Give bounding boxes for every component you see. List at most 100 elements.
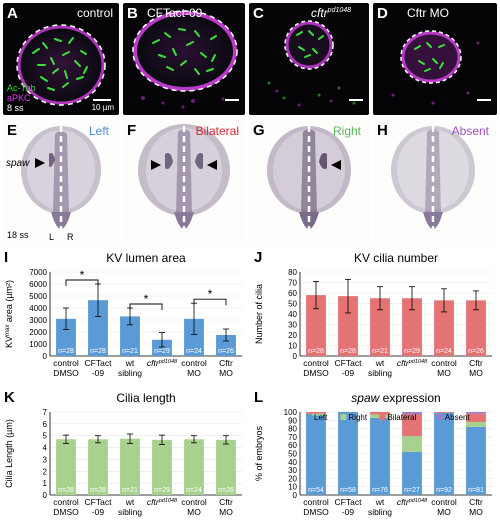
legend-label: Bilateral: [387, 413, 416, 422]
scale-bar-b: [225, 99, 239, 101]
significance-bracket: [129, 303, 163, 310]
bar: [152, 439, 172, 495]
n-label: n=24: [186, 348, 202, 355]
y-tick-label: 1000: [29, 340, 47, 349]
n-label: n=26: [218, 487, 234, 494]
x-category-label: control: [181, 497, 207, 507]
n-label: n=24: [186, 487, 202, 494]
y-tick-label: 90: [288, 416, 297, 425]
y-tick-label: 30: [288, 321, 297, 330]
x-category-label: wt: [375, 497, 385, 507]
y-axis-label: Number of cilia: [254, 284, 264, 344]
n-label: n=21: [122, 487, 138, 494]
bar-segment-left: [402, 451, 422, 495]
y-tick-label: 6000: [29, 280, 47, 289]
y-tick-label: 0: [293, 491, 298, 500]
panel-label-a: control: [76, 6, 113, 20]
y-tick-label: 4: [43, 444, 48, 453]
bar: [120, 316, 140, 356]
micro-panel-a: A control Ac-Tub aPKC 8 ss 10 µm: [3, 3, 119, 115]
x-category-label-line2: -09: [92, 368, 105, 378]
y-tick-label: 80: [288, 425, 297, 434]
bar-segment-bilateral: [370, 412, 390, 415]
y-tick-label: 7000: [29, 268, 47, 277]
panel-letter-a: A: [7, 5, 18, 22]
x-category-label: cftrpd1048: [397, 358, 428, 368]
panel-label-g: Right: [332, 124, 361, 138]
axis-right-label: R: [67, 232, 74, 242]
bar-segment-left: [338, 412, 358, 495]
embryo-image-f: [138, 124, 230, 242]
y-tick-label: 1: [43, 479, 48, 488]
x-category-label: CFTact: [85, 358, 113, 368]
x-category-label-line2: sibling: [118, 507, 142, 517]
x-category-label: CFTact: [335, 497, 363, 507]
scale-bar: [93, 99, 111, 101]
panel-letter-f: F: [127, 122, 137, 139]
micro-panel-b: B CFTact-09: [123, 3, 245, 115]
significance-star: *: [80, 268, 85, 282]
x-category-label: wt: [125, 358, 135, 368]
x-category-label: cftrpd1048: [147, 497, 178, 507]
significance-star: *: [144, 292, 149, 306]
legend-swatch: [306, 414, 312, 420]
n-label: n=58: [340, 487, 356, 494]
legend-label: Left: [314, 413, 328, 422]
x-category-label-line2: MO: [219, 368, 233, 378]
y-tick-label: 70: [288, 279, 297, 288]
bar: [338, 296, 358, 356]
bar-segment-bilateral: [306, 412, 326, 414]
x-category-label-line2: sibling: [368, 368, 392, 378]
y-tick-label: 60: [288, 289, 297, 298]
x-category-gene: cftr: [147, 358, 160, 368]
bar-segment-left: [370, 417, 390, 495]
x-category-sup: pd1048: [158, 498, 178, 504]
significance-bracket: [65, 279, 99, 286]
micro-panel-d: D Cftr MO: [373, 3, 497, 115]
x-category-label-line2: MO: [219, 507, 233, 517]
n-label: n=21: [122, 348, 138, 355]
panel-label-d: Cftr MO: [407, 6, 449, 20]
y-axis-label: % of embryos: [254, 425, 264, 481]
n-label: n=28: [90, 348, 106, 355]
x-category-label-line2: sibling: [118, 368, 142, 378]
y-tick-label: 2000: [29, 328, 47, 337]
y-tick-label: 3: [43, 455, 48, 464]
x-category-label-line2: -09: [342, 368, 355, 378]
legend-swatch: [379, 414, 386, 420]
scale-label: 10 µm: [91, 103, 114, 112]
legend-label: Right: [348, 413, 367, 422]
n-label: n=29: [154, 348, 170, 355]
y-tick-label: 0: [43, 491, 48, 500]
chart-kv-lumen-area: KV lumen area 0 1000 2000 3000 4000 5000 6000 70…: [4, 251, 242, 378]
x-category-label: CFTact: [335, 358, 363, 368]
gene-label: spaw: [6, 158, 30, 169]
bar-segment-left: [306, 415, 326, 495]
y-tick-label: 60: [288, 441, 297, 450]
embryo-panel-g: G Right: [249, 120, 369, 246]
n-label: n=28: [340, 348, 356, 355]
chart-title: KV lumen area: [106, 251, 186, 265]
axis-left-label: L: [49, 232, 55, 242]
kv-image-c: [267, 20, 356, 107]
x-category-label: Cftr: [219, 358, 233, 368]
n-label: n=29: [404, 348, 420, 355]
bar-segment-left: [434, 412, 454, 495]
x-category-label: control: [53, 497, 79, 507]
significance-star: *: [208, 287, 213, 301]
panel-letter-b: B: [127, 5, 138, 22]
x-category-label-line2: -09: [92, 507, 105, 517]
bar: [56, 318, 76, 356]
panel-letter-j: J: [254, 249, 263, 266]
x-category-label-line2: MO: [187, 368, 201, 378]
y-label-rest: area (µm²): [4, 280, 14, 325]
panel-letter-e: E: [7, 122, 18, 139]
x-category-label: Cftr: [469, 497, 483, 507]
x-category-label-line2: DMSO: [303, 368, 329, 378]
panel-letter-h: H: [377, 122, 388, 139]
y-tick-label: 4000: [29, 304, 47, 313]
n-label: n=28: [308, 348, 324, 355]
x-category-label: control: [303, 497, 329, 507]
